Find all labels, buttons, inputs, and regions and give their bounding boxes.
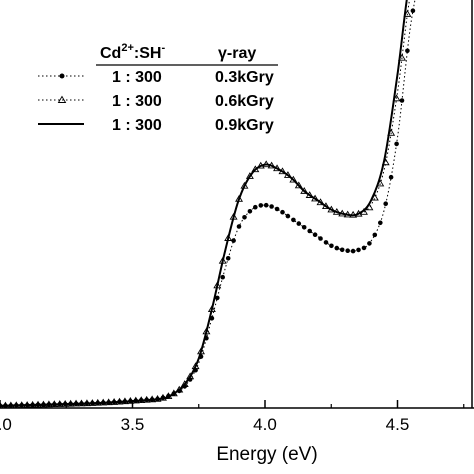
data-point bbox=[274, 206, 280, 212]
data-point bbox=[356, 247, 361, 253]
data-point bbox=[245, 172, 254, 179]
data-point bbox=[388, 174, 394, 180]
data-point bbox=[263, 202, 269, 208]
series-line bbox=[0, 0, 410, 407]
data-point bbox=[186, 372, 195, 380]
series-0.6kgry bbox=[0, 0, 412, 408]
data-point bbox=[215, 295, 220, 301]
data-point bbox=[410, 8, 416, 13]
legend-header-dose: γ-ray bbox=[218, 45, 256, 62]
data-point bbox=[253, 204, 258, 210]
x-tick-label: 3.0 bbox=[0, 415, 12, 434]
data-point bbox=[280, 209, 285, 215]
legend-entry: 1 : 300 0.3kGry bbox=[38, 69, 274, 86]
legend-ratio: 1 : 300 bbox=[112, 69, 162, 86]
data-point bbox=[225, 255, 231, 261]
legend-entry: 1 : 300 0.9kGry bbox=[38, 117, 274, 134]
data-point bbox=[367, 241, 372, 246]
data-point bbox=[301, 225, 307, 230]
data-point bbox=[269, 204, 274, 209]
data-point bbox=[247, 209, 253, 214]
plot-area bbox=[0, 0, 416, 408]
series-0.9kgry bbox=[0, 0, 408, 407]
series-line bbox=[0, 0, 416, 407]
legend: Cd2+:SH-γ-ray 1 : 300 0.3kGry 1 : 300 0.6kGr… bbox=[38, 42, 278, 134]
data-point bbox=[285, 213, 291, 219]
data-point bbox=[383, 201, 389, 206]
data-point bbox=[318, 236, 323, 241]
series-line bbox=[0, 0, 408, 407]
legend-dose: 0.9kGry bbox=[215, 117, 274, 134]
data-point bbox=[236, 224, 242, 229]
data-point bbox=[350, 248, 356, 254]
data-point bbox=[361, 245, 367, 251]
data-point bbox=[307, 228, 313, 234]
legend-marker bbox=[59, 73, 65, 79]
data-point bbox=[323, 240, 329, 245]
legend-header-ratio: Cd2+:SH- bbox=[100, 42, 165, 62]
data-point bbox=[231, 238, 236, 243]
legend-entry: 1 : 300 0.6kGry bbox=[38, 93, 274, 110]
data-point bbox=[242, 215, 247, 220]
x-tick-label: 4.0 bbox=[253, 415, 277, 434]
data-point bbox=[345, 248, 351, 253]
data-point bbox=[334, 245, 340, 251]
series-0.3kgry bbox=[0, 0, 416, 408]
data-point bbox=[394, 141, 399, 147]
data-point bbox=[339, 247, 345, 253]
data-point bbox=[372, 232, 378, 238]
data-point bbox=[220, 274, 225, 280]
legend-dose: 0.3kGry bbox=[215, 69, 274, 86]
legend-marker bbox=[57, 95, 67, 103]
x-tick-label: 4.5 bbox=[386, 415, 410, 434]
x-tick-label: 3.5 bbox=[121, 415, 145, 434]
data-point bbox=[291, 217, 296, 223]
legend-dose: 0.6kGry bbox=[215, 93, 274, 110]
data-point bbox=[399, 98, 405, 103]
data-point bbox=[312, 232, 318, 237]
data-point bbox=[378, 220, 383, 226]
data-point bbox=[329, 243, 334, 249]
legend-ratio: 1 : 300 bbox=[112, 93, 162, 110]
data-point bbox=[405, 48, 410, 54]
data-point bbox=[258, 203, 264, 208]
data-point bbox=[191, 362, 200, 370]
x-axis-title: Energy (eV) bbox=[216, 444, 317, 465]
data-point bbox=[296, 221, 302, 226]
legend-ratio: 1 : 300 bbox=[112, 117, 162, 134]
